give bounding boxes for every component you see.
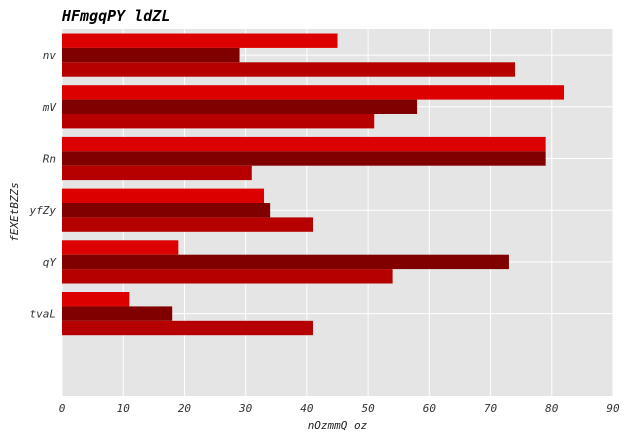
bar	[62, 269, 393, 284]
chart-title: HFmgqPY ldZL	[61, 7, 170, 25]
bar	[62, 254, 509, 270]
bar	[62, 217, 314, 232]
bar	[62, 188, 265, 203]
x-axis-ticks: 0 10 20 30 40 50 60 70 80 90	[59, 402, 620, 415]
y-tick-label: nv	[43, 49, 57, 62]
bar	[62, 99, 418, 114]
y-axis-label: fEXEtBZZs	[8, 182, 21, 242]
bar	[62, 292, 130, 307]
x-tick-label: 0	[59, 402, 66, 415]
x-tick-label: 90	[606, 402, 620, 415]
bar	[62, 203, 271, 218]
x-tick-label: 60	[423, 402, 437, 415]
x-tick-label: 50	[361, 402, 375, 415]
bar	[62, 306, 173, 321]
x-tick-label: 30	[238, 402, 253, 415]
bar	[62, 240, 179, 255]
x-tick-label: 70	[484, 402, 498, 415]
bar	[62, 62, 516, 77]
x-tick-label: 20	[178, 402, 192, 415]
y-axis-ticks: nv mV Rn yfZy qY tvaL	[29, 49, 58, 321]
bar	[62, 151, 546, 166]
y-tick-label: Rn	[43, 153, 56, 166]
bar	[62, 320, 314, 336]
x-tick-label: 40	[300, 402, 314, 415]
bar	[62, 47, 240, 63]
y-tick-label: qY	[43, 256, 58, 269]
bar	[62, 114, 375, 129]
bar	[62, 85, 565, 100]
y-tick-label: tvaL	[30, 308, 57, 321]
x-tick-label: 80	[545, 402, 559, 415]
bar	[62, 33, 338, 48]
bar	[62, 165, 252, 181]
bar	[62, 136, 546, 152]
y-tick-label: yfZy	[29, 204, 57, 217]
x-tick-label: 10	[117, 402, 131, 415]
bars	[62, 33, 565, 336]
y-tick-label: mV	[42, 101, 58, 114]
x-axis-label: nOzmmQ oz	[308, 419, 368, 432]
